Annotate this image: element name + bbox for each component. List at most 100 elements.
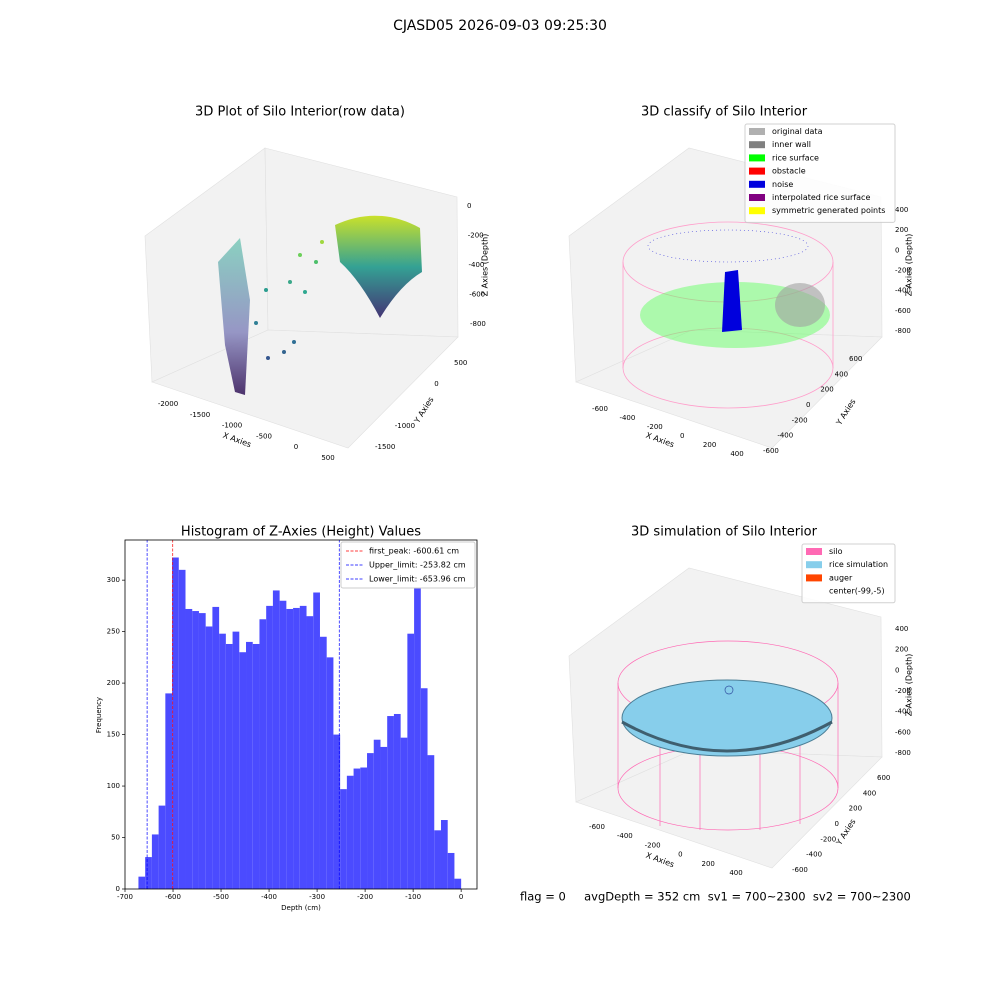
bar [239, 652, 247, 889]
bar [333, 734, 341, 889]
legend-swatch [749, 194, 765, 201]
y-tick-label: 600 [877, 774, 890, 782]
z-tick-label: 200 [895, 646, 908, 654]
legend-swatch [749, 154, 765, 162]
surface-decoration [617, 640, 839, 831]
y-tick-label: -1500 [375, 443, 395, 451]
z-axis-label: Z Axies (Depth) [481, 234, 490, 297]
y-tick-label: 0 [434, 380, 438, 388]
y-tick-label: 100 [107, 782, 120, 790]
plot-frame [124, 539, 478, 890]
bar [151, 834, 159, 889]
legend-swatch [749, 207, 765, 215]
y-tick-label: 600 [849, 355, 862, 363]
bar [346, 775, 354, 889]
figure-title: CJASD05 2026-09-03 09:25:30 [393, 18, 607, 34]
x-tick-label: 0 [678, 851, 682, 859]
x-tick-label: -500 [256, 432, 272, 440]
x-tick-label: 200 [703, 441, 716, 449]
x-tick-label: -1000 [222, 422, 242, 430]
x-tick-label: -600 [165, 893, 181, 901]
x-tick-label: -1500 [190, 411, 210, 419]
x-tick-label: -100 [405, 893, 421, 901]
bar [299, 605, 307, 889]
x-axis-label: X Axies [222, 431, 253, 450]
z-tick-label: -800 [895, 749, 911, 757]
x-tick-label: -2000 [158, 400, 178, 408]
z-axis-label: Z Axies (Depth) [905, 234, 914, 297]
bar [192, 611, 199, 889]
z-tick-label: -200 [468, 232, 484, 240]
bar [387, 716, 394, 889]
bar [367, 753, 374, 889]
y-tick-label: 400 [863, 789, 876, 797]
bar [138, 876, 146, 889]
bar [172, 557, 179, 889]
x-tick-label: -500 [213, 893, 229, 901]
bar [178, 569, 186, 889]
x-tick-label: -200 [647, 423, 663, 431]
bar [158, 805, 166, 889]
bar [145, 857, 152, 889]
z-tick-label: -400 [895, 287, 911, 295]
bar [252, 643, 260, 889]
y-axis-label: Y Axies [834, 397, 858, 427]
bar [225, 643, 233, 889]
legend-label: rice simulation [829, 560, 888, 569]
y-tick-label: -400 [806, 851, 822, 859]
y-tick-label: -400 [777, 432, 793, 440]
bar [306, 616, 314, 889]
cylinder-decoration [622, 221, 834, 409]
bar [447, 852, 455, 889]
x-tick-label: 400 [729, 869, 742, 877]
bar [259, 619, 267, 889]
z-tick-label: -600 [895, 307, 911, 315]
legend-box [801, 543, 896, 604]
legend-label: center(-99,-5) [829, 587, 885, 596]
x-tick-label: -600 [592, 405, 608, 413]
bar [319, 636, 327, 889]
bar [286, 608, 294, 889]
x-tick-label: -700 [117, 893, 133, 901]
bar [266, 605, 273, 889]
legend-swatch [806, 561, 822, 569]
x-tick-label: -200 [645, 841, 661, 849]
x-tick-label: -200 [357, 893, 373, 901]
bar [434, 830, 441, 889]
bar [360, 767, 368, 889]
x-tick-label: 400 [730, 450, 743, 458]
bar [380, 746, 388, 889]
legend-swatch [749, 167, 765, 175]
bar [414, 575, 421, 889]
legend-label: interpolated rice surface [772, 193, 870, 202]
legend-label: obstacle [772, 167, 806, 176]
legend-label: Lower_limit: -653.96 cm [369, 575, 466, 584]
legend-swatch [749, 141, 765, 149]
x-tick-label: 0 [680, 432, 684, 440]
y-tick-label: 200 [820, 386, 833, 394]
y-axis-label: Frequency [95, 697, 103, 733]
y-tick-label: 0 [116, 885, 120, 893]
legend-label: Upper_limit: -253.82 cm [369, 561, 466, 570]
y-tick-label: 150 [107, 731, 120, 739]
bar [373, 739, 381, 889]
x-tick-label: -400 [617, 832, 633, 840]
y-tick-label: -1000 [395, 422, 415, 430]
bar [353, 768, 361, 889]
x-axis-label: Depth (cm) [281, 904, 321, 912]
legend-label: auger [829, 573, 853, 582]
z-tick-label: -800 [895, 327, 911, 335]
bar [407, 633, 415, 889]
chart-title: 3D Plot of Silo Interior(row data) [195, 105, 405, 120]
z-tick-label: -200 [895, 687, 911, 695]
bar [185, 608, 193, 889]
y-tick-label: -600 [763, 447, 779, 455]
legend-label: inner wall [772, 140, 811, 149]
x-tick-label: 0 [294, 443, 298, 451]
legend-swatch [806, 574, 822, 582]
bar [454, 878, 462, 889]
bar [212, 606, 220, 889]
legend-label: silo [829, 547, 843, 556]
x-tick-label: 0 [459, 893, 463, 901]
